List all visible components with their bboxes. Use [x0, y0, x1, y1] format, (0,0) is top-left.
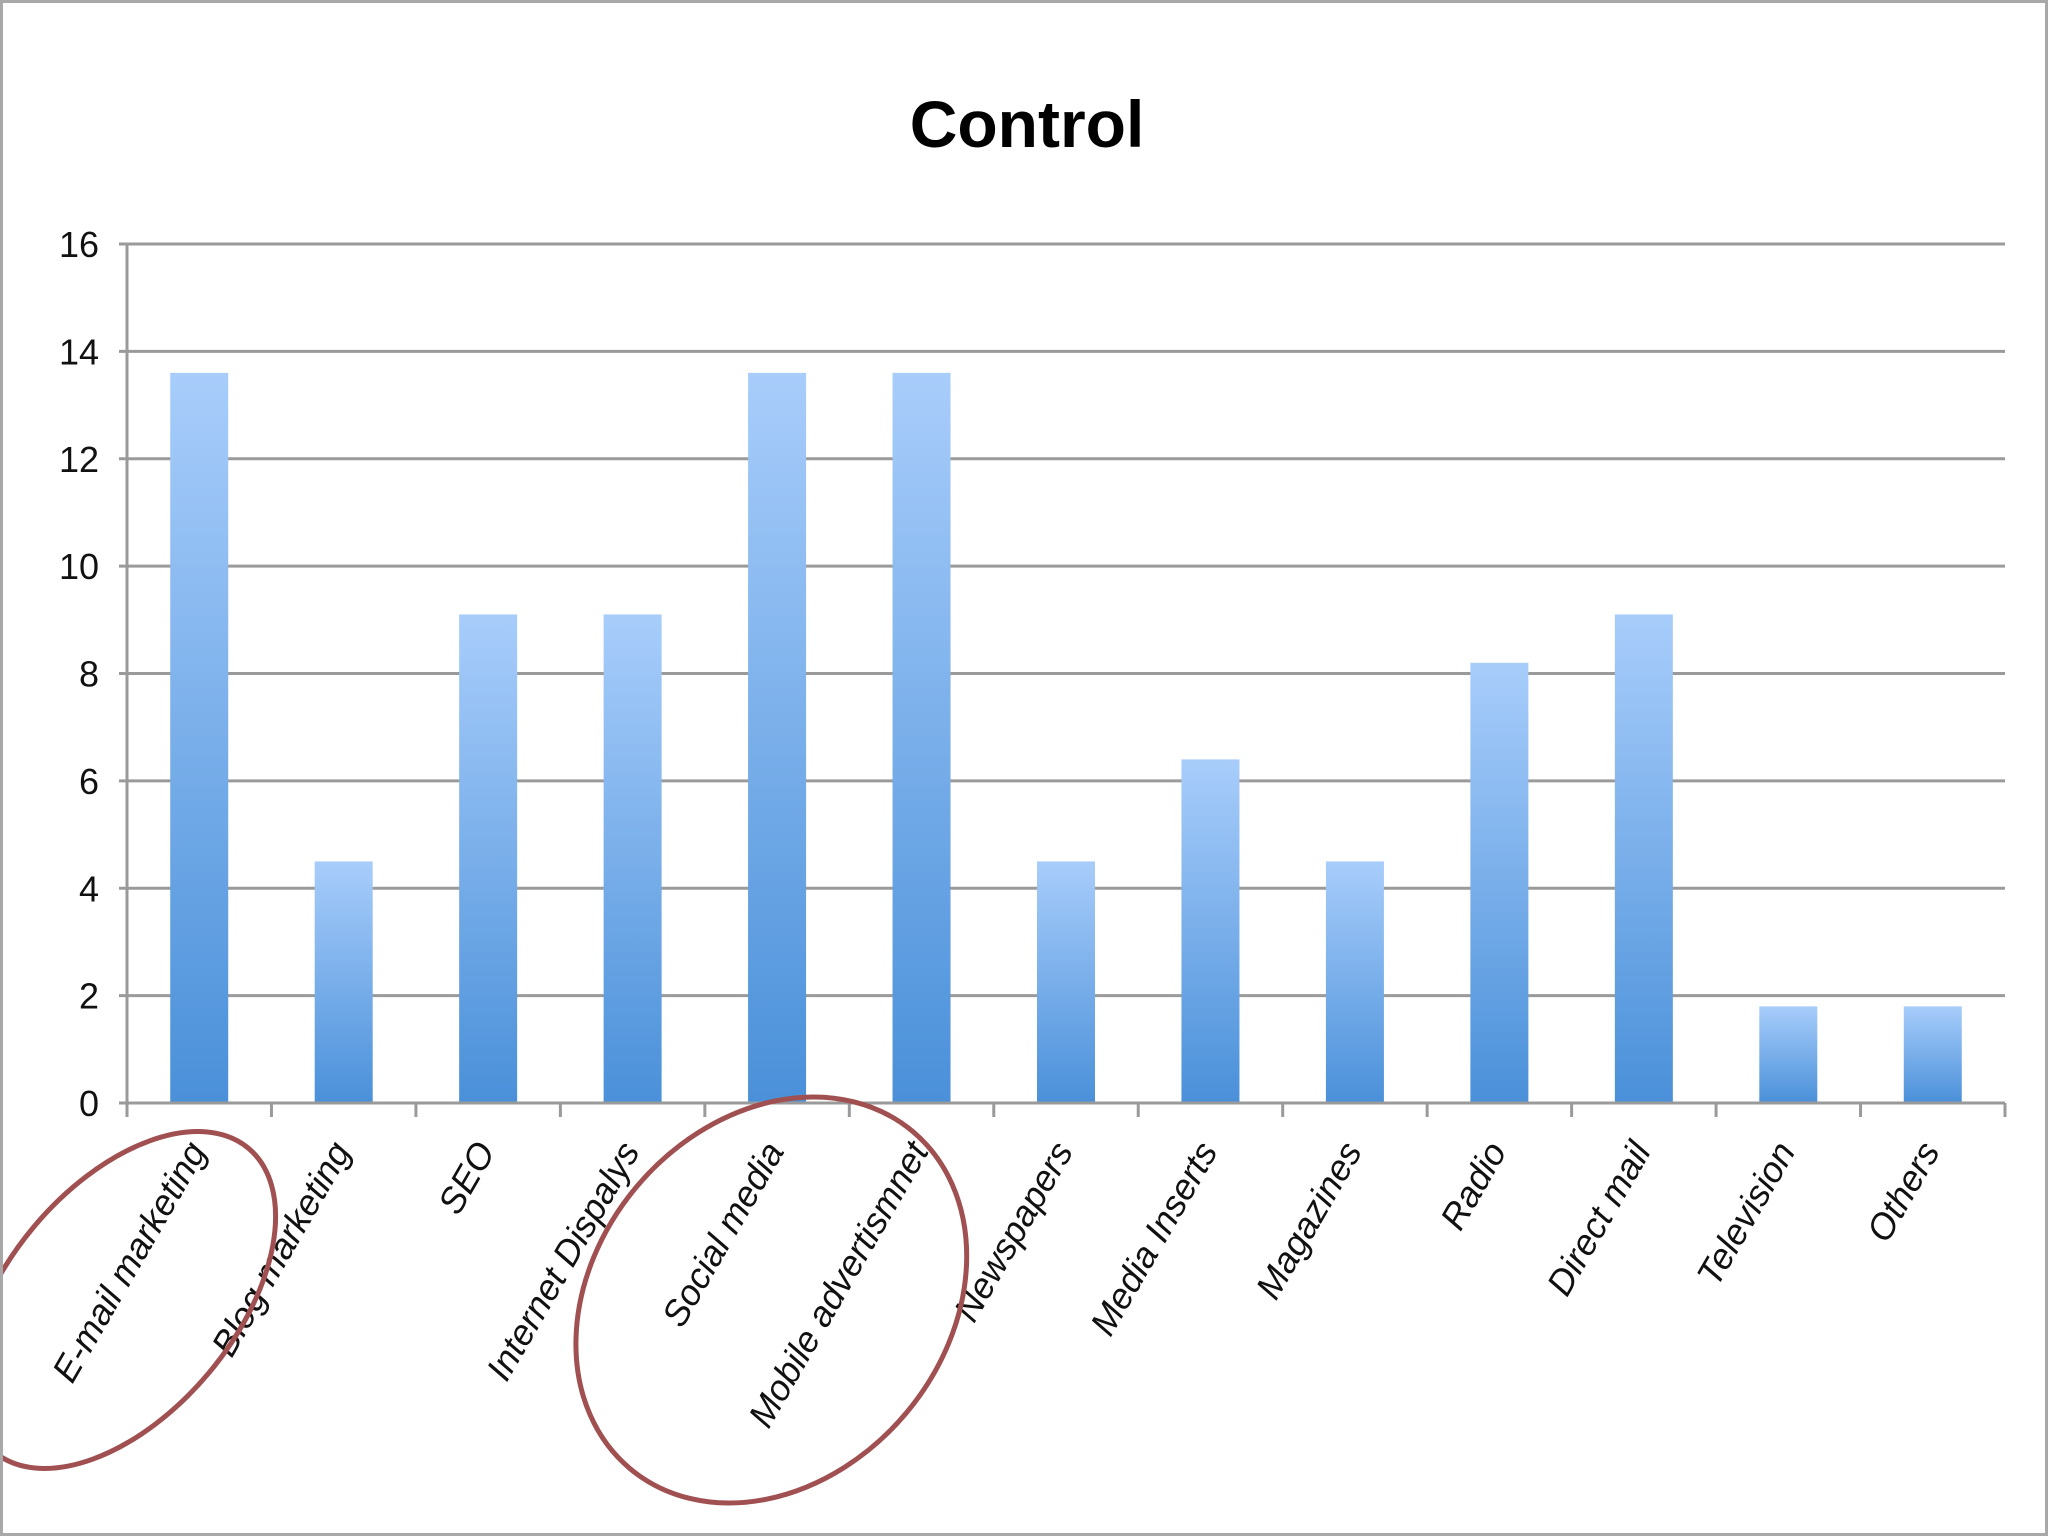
x-category-label: Internet Dispalys	[478, 1135, 648, 1388]
bar	[459, 614, 518, 1103]
bar	[748, 372, 807, 1104]
y-tick-label: 8	[79, 654, 99, 695]
bar	[314, 861, 373, 1103]
x-category-label: Media Inserts	[1082, 1135, 1226, 1343]
y-tick-label: 16	[59, 224, 99, 265]
y-tick-label: 6	[79, 761, 99, 802]
chart-title: Control	[910, 87, 1145, 161]
x-category-label: Others	[1858, 1135, 1948, 1249]
bar	[1037, 861, 1095, 1103]
bar	[1614, 614, 1673, 1103]
x-category-label: Radio	[1432, 1135, 1515, 1237]
bar	[1325, 861, 1384, 1103]
annotation-ellipse	[573, 1094, 970, 1506]
annotations	[3, 1094, 970, 1506]
x-category-label: E-mail marketing	[44, 1135, 215, 1389]
y-tick-label: 12	[59, 439, 99, 480]
x-category-label: Magazines	[1247, 1135, 1370, 1306]
x-category-label: Television	[1688, 1135, 1803, 1293]
y-tick-label: 4	[79, 868, 99, 909]
x-category-label: Blog marketing	[203, 1135, 359, 1363]
y-tick-label: 2	[79, 976, 99, 1017]
gridlines	[127, 242, 2005, 998]
bar	[1759, 1006, 1818, 1103]
x-category-label: Social media	[653, 1135, 792, 1334]
x-category-label: Direct mail	[1538, 1134, 1659, 1303]
bar	[603, 614, 662, 1103]
y-tick-label: 14	[59, 331, 99, 372]
annotation-ellipse	[3, 1129, 279, 1471]
bar	[1181, 759, 1240, 1103]
x-category-label: SEO	[430, 1135, 504, 1221]
y-tick-label: 10	[59, 546, 99, 587]
axes	[119, 242, 2007, 1117]
bars	[170, 372, 1962, 1104]
y-tick-label: 0	[79, 1083, 99, 1124]
bar-chart: Control 0 2 4 6 8 10 12 14 16 E-mail marketingBlo…	[3, 87, 2007, 1506]
bar	[1470, 662, 1529, 1103]
bar	[170, 372, 229, 1104]
bar	[1903, 1006, 1962, 1103]
bar	[892, 372, 951, 1104]
